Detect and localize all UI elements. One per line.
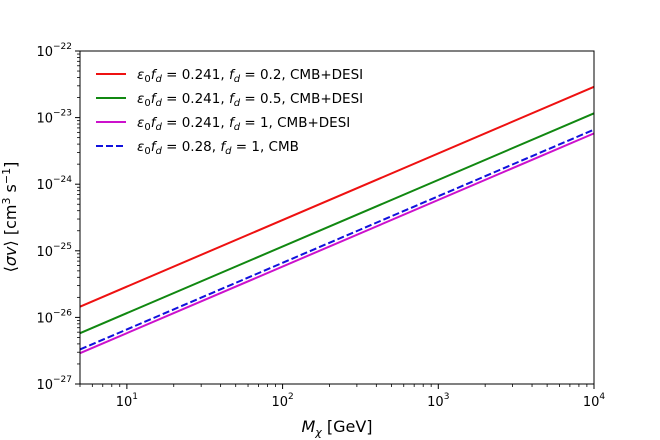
- x-tick-label: 103: [427, 392, 449, 410]
- x-axis-label: Mχ [GeV]: [301, 417, 372, 439]
- x-tick-base: 10: [116, 395, 133, 410]
- y-tick-base: 10: [36, 245, 53, 260]
- x-tick-label: 102: [271, 392, 293, 410]
- x-tick-labels: 101 102 103 104: [116, 392, 606, 410]
- y-tick-base: 10: [36, 311, 53, 326]
- y-tick-label: 10−26: [36, 308, 72, 326]
- legend-label-1: ε0fd = 0.241, fd = 0.2, CMB+DESI: [137, 67, 363, 85]
- series-line-3: [79, 132, 595, 355]
- y-tick-label: 10−24: [36, 175, 72, 193]
- y-tick-base: 10: [36, 178, 53, 193]
- y-tick-exp: −27: [53, 375, 72, 385]
- y-tick-exp: −26: [53, 308, 72, 318]
- plot-frame: [79, 50, 595, 385]
- x-tick-exp: 3: [444, 392, 450, 402]
- x-tick-label: 104: [583, 392, 606, 410]
- y-axis-label: ⟨σv⟩ [cm3 s−1]: [0, 162, 20, 273]
- y-tick-label: 10−27: [36, 375, 72, 393]
- x-tick-base: 10: [583, 395, 600, 410]
- series-line-2: [79, 112, 595, 335]
- x-tick-label: 101: [116, 392, 138, 410]
- legend: ε0fd = 0.241, fd = 0.2, CMB+DESI ε0fd = 0…: [96, 67, 363, 157]
- x-tick-exp: 2: [288, 392, 294, 402]
- series-lines: [79, 85, 595, 355]
- y-tick-exp: −22: [53, 42, 72, 52]
- y-tick-base: 10: [36, 45, 53, 60]
- y-tick-label: 10−23: [36, 109, 72, 127]
- y-tick-exp: −23: [53, 109, 72, 119]
- legend-label-3: ε0fd = 0.241, fd = 1, CMB+DESI: [137, 115, 350, 133]
- x-tick-exp: 4: [599, 392, 605, 402]
- legend-label-4: ε0fd = 0.28, fd = 1, CMB: [137, 139, 299, 157]
- series-line-4: [79, 128, 595, 351]
- legend-label-2: ε0fd = 0.241, fd = 0.5, CMB+DESI: [137, 91, 363, 109]
- y-tick-base: 10: [36, 378, 53, 393]
- y-tick-base: 10: [36, 112, 53, 127]
- series-line-1: [79, 85, 595, 308]
- y-tick-exp: −25: [53, 242, 72, 252]
- x-tick-base: 10: [271, 395, 288, 410]
- y-tick-label: 10−22: [36, 42, 72, 60]
- y-tick-exp: −24: [53, 175, 72, 185]
- x-tick-exp: 1: [132, 392, 138, 402]
- y-tick-label: 10−25: [36, 242, 72, 260]
- x-tick-base: 10: [427, 395, 444, 410]
